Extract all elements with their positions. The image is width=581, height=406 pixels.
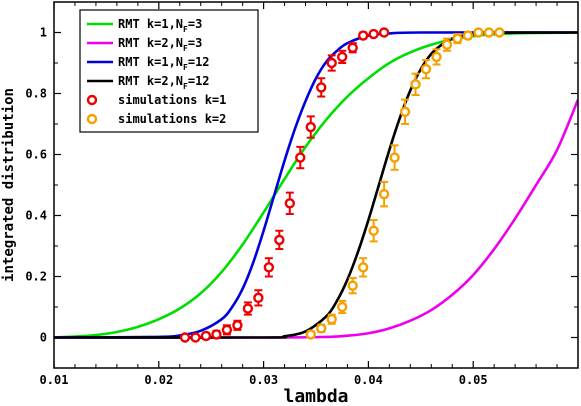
y-tick-label: 0	[40, 331, 47, 345]
series-line-4	[54, 31, 578, 339]
data-point	[357, 30, 369, 41]
data-point	[452, 33, 463, 44]
data-point	[378, 27, 390, 38]
x-tick-label: 0.04	[354, 373, 383, 387]
data-point	[305, 329, 316, 340]
x-axis-label: lambda	[283, 386, 348, 406]
series-points-1	[179, 27, 390, 343]
data-point	[295, 152, 306, 163]
y-tick-label: 0.6	[25, 148, 47, 162]
x-tick-label: 0.02	[144, 373, 173, 387]
data-point	[483, 27, 495, 38]
data-point	[389, 152, 400, 163]
data-point	[462, 30, 474, 41]
x-tick-label: 0.01	[40, 373, 69, 387]
data-point	[431, 51, 442, 63]
data-point	[242, 303, 254, 314]
data-point	[263, 262, 275, 273]
data-point	[410, 79, 421, 90]
x-tick-label: 0.05	[459, 373, 488, 387]
series-line-3	[54, 31, 578, 339]
data-point	[253, 292, 264, 304]
legend-label: RMT k=1,NF=3	[118, 17, 202, 34]
series-line-2	[54, 99, 578, 339]
series-points-2	[305, 27, 505, 340]
data-point	[368, 28, 379, 40]
legend-marker	[86, 94, 98, 106]
data-point	[284, 198, 295, 209]
series-layer	[54, 27, 578, 343]
data-point	[190, 332, 201, 343]
data-point	[200, 330, 212, 342]
axis-layer: 0.01 0.02 0.03 0.04 0.05 0 0.2 0.4 0.6 0.8 1	[25, 1, 578, 387]
data-point	[420, 63, 432, 75]
y-tick-label: 1	[40, 26, 47, 40]
legend-label: simulations k=2	[118, 112, 226, 126]
data-point	[274, 234, 285, 246]
y-tick-label: 0.8	[25, 87, 47, 101]
data-point	[211, 329, 222, 340]
legend-box	[79, 9, 259, 133]
legend-marker	[86, 113, 98, 125]
data-point	[399, 106, 411, 118]
data-point	[378, 188, 390, 200]
data-point	[326, 314, 337, 325]
data-point	[305, 121, 316, 133]
data-point	[316, 82, 327, 93]
data-point	[326, 57, 337, 69]
data-point	[368, 225, 379, 236]
legend-label: RMT k=2,NF=3	[118, 36, 202, 53]
x-tick-label: 0.03	[249, 373, 278, 387]
data-point	[337, 301, 348, 313]
data-point	[347, 280, 358, 291]
y-tick-label: 0.2	[25, 270, 47, 284]
y-axis-label: integrated distribution	[1, 88, 17, 282]
data-point	[221, 324, 233, 336]
legend-label: simulations k=1	[118, 93, 226, 107]
data-point	[441, 39, 453, 50]
data-point	[179, 332, 191, 343]
data-point	[494, 27, 505, 38]
data-point	[357, 262, 369, 273]
data-point	[337, 51, 348, 63]
data-point	[473, 27, 484, 38]
y-tick-label: 0.4	[25, 209, 47, 223]
data-point	[316, 323, 327, 334]
data-point	[232, 320, 243, 331]
data-point	[347, 42, 358, 53]
